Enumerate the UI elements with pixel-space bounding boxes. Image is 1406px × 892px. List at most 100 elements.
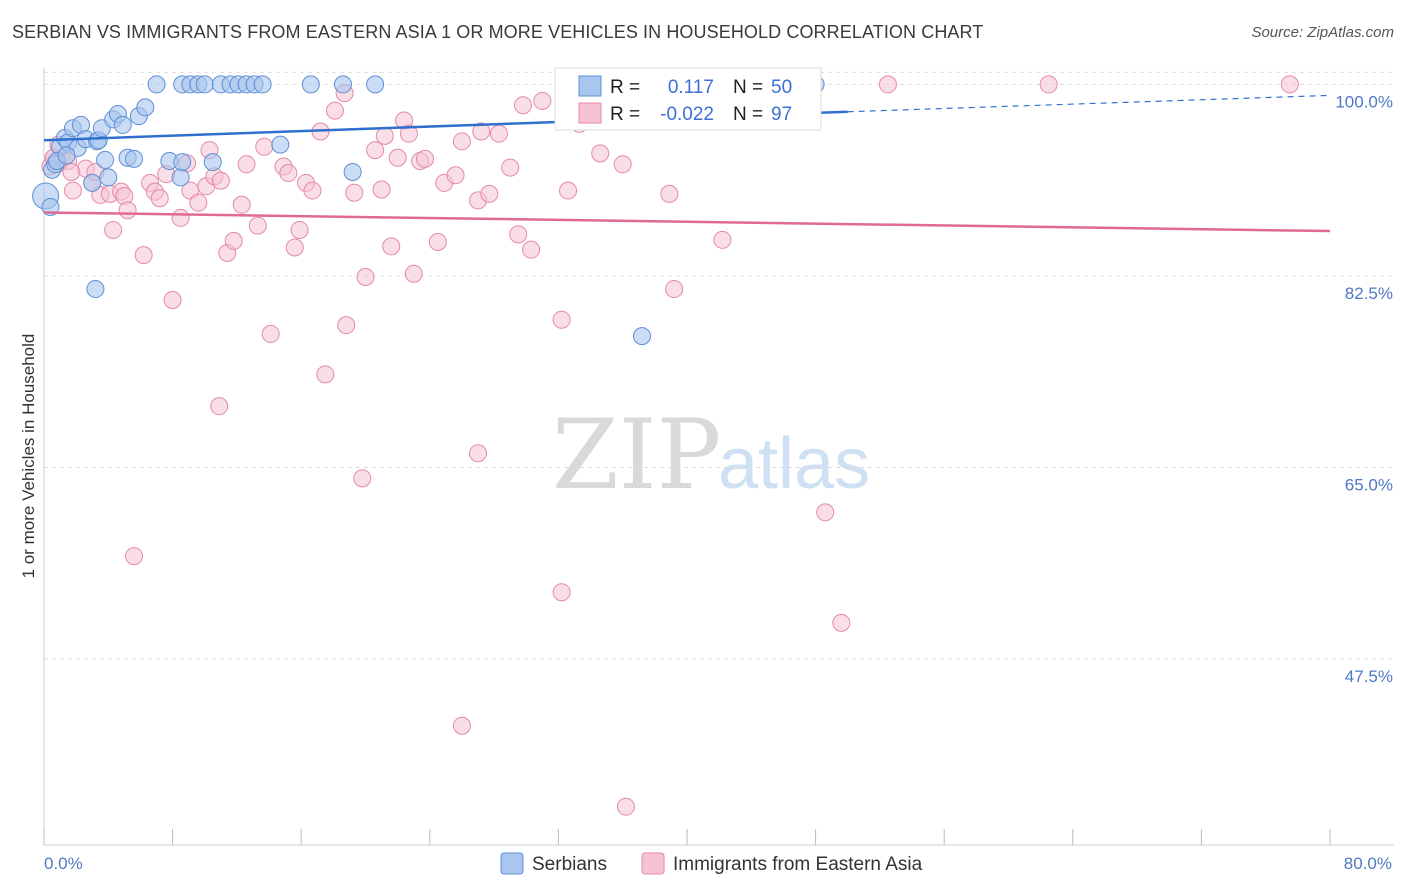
serbians-r-label: R = [610, 77, 640, 98]
immigrants-point [552, 583, 571, 602]
immigrants-point [514, 96, 533, 115]
y-axis-tick-labels: 100.0% 82.5% 65.0% 47.5% [1335, 92, 1393, 686]
serbians-point [333, 75, 352, 94]
immigrants-point [211, 171, 230, 190]
immigrants-point [452, 716, 471, 735]
immigrants-point [415, 149, 434, 168]
bottom-legend-serbians: Serbians [532, 854, 607, 875]
immigrants-point [261, 324, 280, 343]
immigrants-point [163, 291, 182, 310]
serbians-point [113, 115, 132, 134]
serbians-point [41, 197, 60, 216]
y-axis-label: 1 or more Vehicles in Household [19, 334, 38, 579]
y-tick-label: 100.0% [1335, 92, 1393, 111]
serbians-n-label: N = [733, 77, 763, 98]
immigrants-point [210, 397, 229, 416]
immigrants-point [1280, 75, 1299, 94]
immigrants-point [372, 180, 391, 199]
serbians-point [203, 153, 222, 172]
serbians-point [632, 327, 651, 346]
immigrants-point [63, 181, 82, 200]
immigrants-point [446, 166, 465, 185]
serbians-r-value: 0.117 [668, 77, 714, 98]
immigrants-point [285, 238, 304, 257]
immigrants-point [171, 208, 190, 227]
immigrants-point [665, 280, 684, 299]
bottom-legend-immigrants-swatch [641, 852, 665, 875]
immigrants-point [559, 181, 578, 200]
serbians-point [57, 146, 76, 165]
serbians-point [99, 168, 118, 187]
bottom-legend-serbians-swatch [500, 852, 524, 875]
immigrants-point [189, 193, 208, 212]
x-tick-label-min: 0.0% [44, 854, 83, 873]
watermark-atlas: atlas [718, 424, 870, 504]
serbians-point [253, 75, 272, 94]
chart-title: SERBIAN VS IMMIGRANTS FROM EASTERN ASIA … [12, 22, 984, 42]
immigrants-n-value: 97 [771, 104, 792, 125]
immigrants-point [480, 184, 499, 203]
serbians-point [301, 75, 320, 94]
y-tick-label: 65.0% [1345, 475, 1393, 494]
immigrants-point [616, 797, 635, 816]
bottom-legend: Serbians Immigrants from Eastern Asia [500, 852, 923, 875]
immigrants-point [533, 91, 552, 110]
y-tick-label: 82.5% [1345, 284, 1393, 303]
immigrants-point [713, 230, 732, 249]
serbians-point [173, 153, 192, 172]
immigrants-point [303, 181, 322, 200]
serbians-n-value: 50 [771, 77, 792, 98]
immigrants-point [591, 144, 610, 163]
immigrants-point [472, 122, 491, 141]
serbians-point [343, 162, 362, 181]
immigrants-swatch [578, 102, 602, 124]
immigrants-point [356, 268, 375, 287]
immigrants-point [325, 101, 344, 120]
stats-legend: R = 0.117 N = 50 R = -0.022 N = 97 [554, 67, 822, 131]
immigrants-point [279, 164, 298, 183]
watermark-zip: ZIP [552, 399, 721, 511]
immigrants-point [552, 310, 571, 329]
immigrants-point [118, 201, 137, 220]
immigrants-point [1039, 75, 1058, 94]
immigrants-point [125, 547, 144, 566]
immigrants-point [404, 264, 423, 283]
serbians-point [83, 173, 102, 192]
serbians-point [136, 98, 155, 117]
immigrants-point [248, 216, 267, 235]
serbians-swatch [578, 75, 602, 97]
immigrants-point [337, 316, 356, 335]
x-axis-ticks [43, 829, 1331, 845]
immigrants-point [489, 124, 508, 143]
bottom-legend-immigrants: Immigrants from Eastern Asia [673, 854, 923, 875]
immigrants-point [382, 237, 401, 256]
immigrants-point [104, 220, 123, 239]
immigrants-point [399, 124, 418, 143]
immigrants-r-label: R = [610, 104, 640, 125]
immigrants-point [501, 158, 520, 177]
immigrants-point [660, 184, 679, 203]
serbians-point [271, 135, 290, 154]
immigrants-point [345, 183, 364, 202]
immigrants-point [613, 155, 632, 174]
immigrants-point [150, 189, 169, 208]
immigrants-point [816, 503, 835, 522]
serbians-point [366, 75, 385, 94]
immigrants-point [878, 75, 897, 94]
immigrants-point [428, 233, 447, 252]
immigrants-point [469, 444, 488, 463]
x-tick-label-max: 80.0% [1344, 854, 1392, 873]
immigrants-point [388, 148, 407, 167]
immigrants-point [452, 132, 471, 151]
immigrants-point [134, 246, 153, 265]
serbians-point [125, 149, 144, 168]
immigrants-point [232, 195, 251, 214]
serbians-point [147, 75, 166, 94]
immigrants-point [509, 225, 528, 244]
immigrants-point [832, 613, 851, 632]
serbians-trend-extension [847, 94, 1331, 113]
serbians-point [171, 168, 190, 187]
immigrants-point [237, 155, 256, 174]
immigrants-point [255, 137, 274, 156]
